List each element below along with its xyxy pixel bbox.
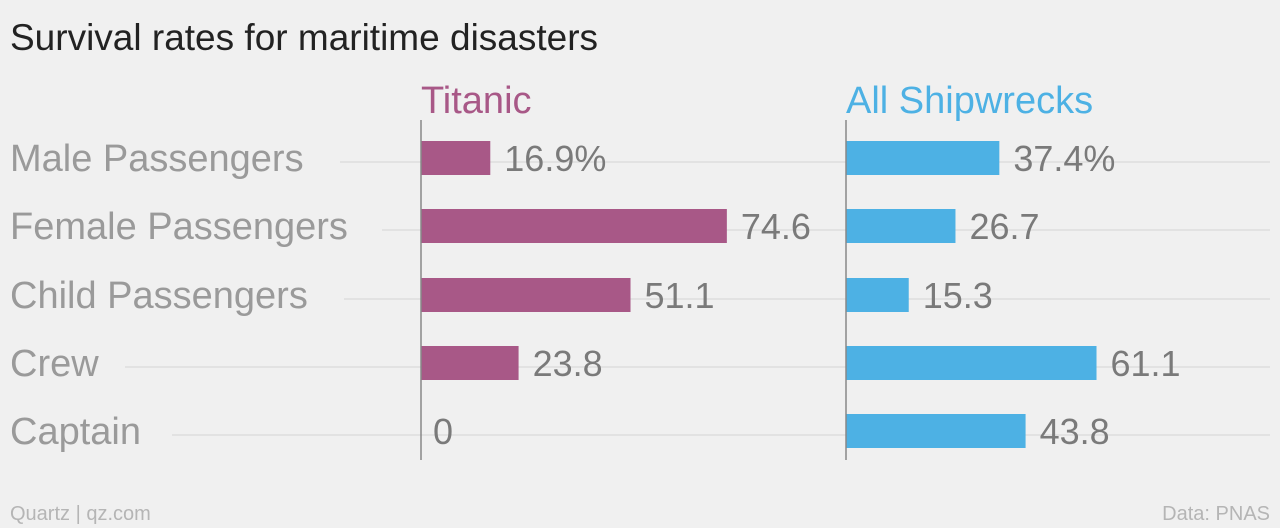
value-label: 61.1 [1111,343,1181,384]
value-label: 23.8 [533,343,603,384]
bar [846,278,909,312]
value-label: 15.3 [923,275,993,316]
panels: Titanic 16.9% 74.6 51.1 23.8 0 All Shipwrecks 3… [420,80,1181,460]
category-label: Child Passengers [10,275,308,317]
series-title: Titanic [421,80,532,122]
category-label: Male Passengers [10,138,304,180]
chart-title: Survival rates for maritime disasters [10,17,598,58]
series-title: All Shipwrecks [846,80,1093,122]
value-label: 74.6 [741,206,811,247]
bar [421,278,631,312]
bar [846,346,1097,380]
bar [846,141,1000,175]
bar [421,346,519,380]
source-credit: Quartz | qz.com [10,503,151,525]
value-label: 16.9% [504,138,606,179]
panel-titanic: Titanic 16.9% 74.6 51.1 23.8 0 [420,80,811,460]
data-source: Data: PNAS [1162,503,1270,525]
category-label: Captain [10,411,141,453]
category-label: Crew [10,343,99,385]
bar [846,414,1026,448]
value-label: 0 [433,411,453,452]
category-label: Female Passengers [10,206,348,248]
bar [421,209,727,243]
category-labels: Male Passengers Female Passengers Child Pa… [10,138,348,453]
value-label: 43.8 [1040,411,1110,452]
value-label: 26.7 [969,206,1039,247]
value-label: 37.4% [1013,138,1115,179]
panel-all-shipwrecks: All Shipwrecks 37.4% 26.7 15.3 61.143.8 [845,80,1181,460]
bar [846,209,956,243]
value-label: 51.1 [645,275,715,316]
bar [421,141,491,175]
